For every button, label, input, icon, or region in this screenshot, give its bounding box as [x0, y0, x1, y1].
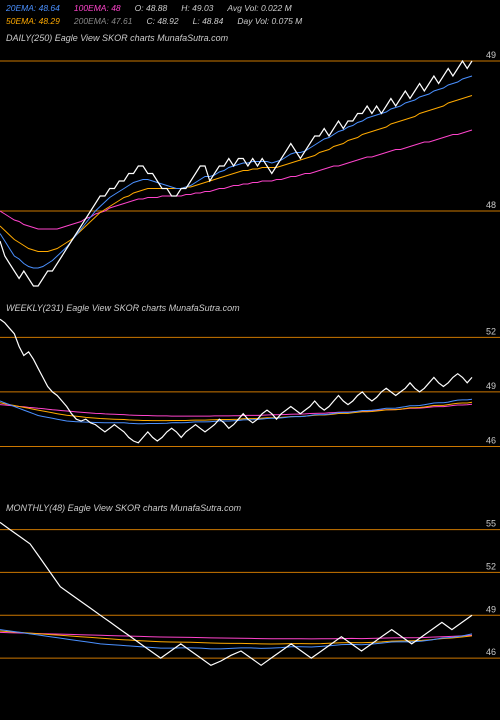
svg-text:55: 55	[486, 519, 496, 529]
open-label: O: 48.88	[135, 3, 168, 13]
weekly-chart: 46 49 52	[0, 301, 500, 501]
dayvol-label: Day Vol: 0.075 M	[237, 16, 302, 26]
svg-text:49: 49	[486, 381, 496, 391]
avgvol-label: Avg Vol: 0.022 M	[227, 3, 291, 13]
header-row-2: 50EMA: 48.29 200EMA: 47.61 C: 48.92 L: 4…	[0, 13, 500, 26]
ema200-label: 200EMA: 47.61	[74, 16, 133, 26]
weekly-title: WEEKLY(231) Eagle View SKOR charts Munaf…	[6, 303, 240, 313]
svg-text:52: 52	[486, 561, 496, 571]
svg-text:49: 49	[486, 604, 496, 614]
ema100-label: 100EMA: 48	[74, 3, 121, 13]
monthly-chart: 46 49 52 55	[0, 501, 500, 701]
svg-text:52: 52	[486, 326, 496, 336]
svg-text:46: 46	[486, 647, 496, 657]
ema20-label: 20EMA: 48.64	[6, 3, 60, 13]
svg-text:48: 48	[486, 200, 496, 210]
monthly-title: MONTHLY(48) Eagle View SKOR charts Munaf…	[6, 503, 241, 513]
weekly-panel: 46 49 52	[0, 301, 500, 501]
close-label: C: 48.92	[146, 16, 178, 26]
svg-text:49: 49	[486, 50, 496, 60]
ema50-label: 50EMA: 48.29	[6, 16, 60, 26]
high-label: H: 49.03	[181, 3, 213, 13]
svg-text:46: 46	[486, 435, 496, 445]
daily-title: DAILY(250) Eagle View SKOR charts Munafa…	[6, 33, 228, 43]
low-label: L: 48.84	[193, 16, 224, 26]
daily-panel: 48 49	[0, 31, 500, 301]
daily-chart: 48 49	[0, 31, 500, 301]
header-row-1: 20EMA: 48.64 100EMA: 48 O: 48.88 H: 49.0…	[0, 0, 500, 13]
monthly-panel: 46 49 52 55	[0, 501, 500, 701]
